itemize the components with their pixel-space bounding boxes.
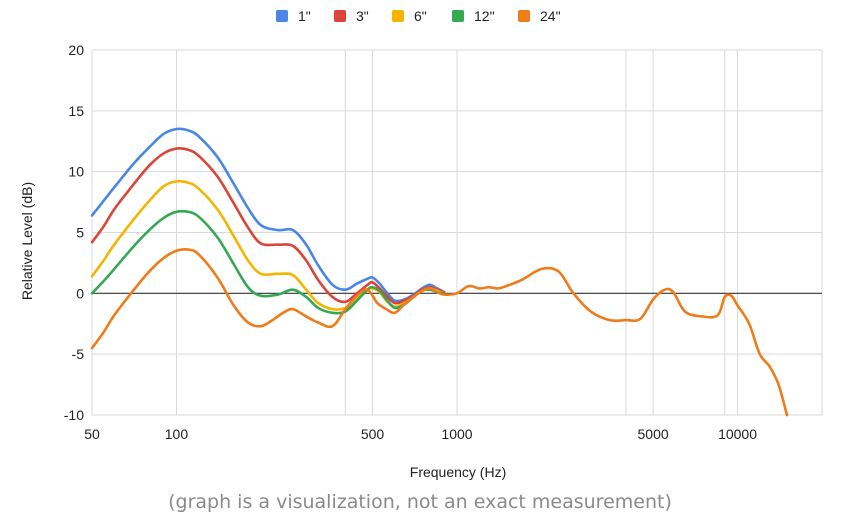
- y-tick-label: 20: [68, 42, 84, 58]
- y-tick-label: 10: [68, 164, 84, 180]
- legend-label: 24": [540, 8, 561, 24]
- y-tick-label: 0: [76, 285, 84, 301]
- legend: 1" 3" 6" 12" 24": [276, 8, 561, 24]
- x-tick-label: 50: [84, 426, 100, 442]
- y-tick-label: 15: [68, 103, 84, 119]
- y-tick-label: 5: [76, 225, 84, 241]
- series-line-5: [90, 247, 789, 417]
- legend-swatch: [518, 10, 530, 22]
- x-tick-label: 5000: [638, 426, 669, 442]
- x-tick-label: 10000: [718, 426, 757, 442]
- x-tick-label: 100: [165, 426, 189, 442]
- legend-swatch: [276, 10, 288, 22]
- legend-label: 3": [356, 8, 369, 24]
- legend-swatch: [392, 10, 404, 22]
- y-tick-label: -5: [72, 346, 85, 362]
- legend-label: 12": [474, 8, 495, 24]
- series-line-2: [90, 147, 446, 305]
- x-axis-title: Frequency (Hz): [410, 464, 506, 480]
- legend-label: 6": [414, 8, 427, 24]
- caption: (graph is a visualization, not an exact …: [168, 491, 672, 513]
- y-tick-label: -10: [64, 407, 84, 423]
- x-tick-label: 500: [361, 426, 385, 442]
- legend-swatch: [334, 10, 346, 22]
- legend-swatch: [452, 10, 464, 22]
- legend-label: 1": [298, 8, 311, 24]
- series-layer: [90, 127, 789, 417]
- axis-labels: -10 -5 0 5 10 15 20 50 100 500 1000 5000 10000: [64, 42, 757, 442]
- y-axis-title: Relative Level (dB): [19, 182, 35, 300]
- x-tick-label: 1000: [441, 426, 472, 442]
